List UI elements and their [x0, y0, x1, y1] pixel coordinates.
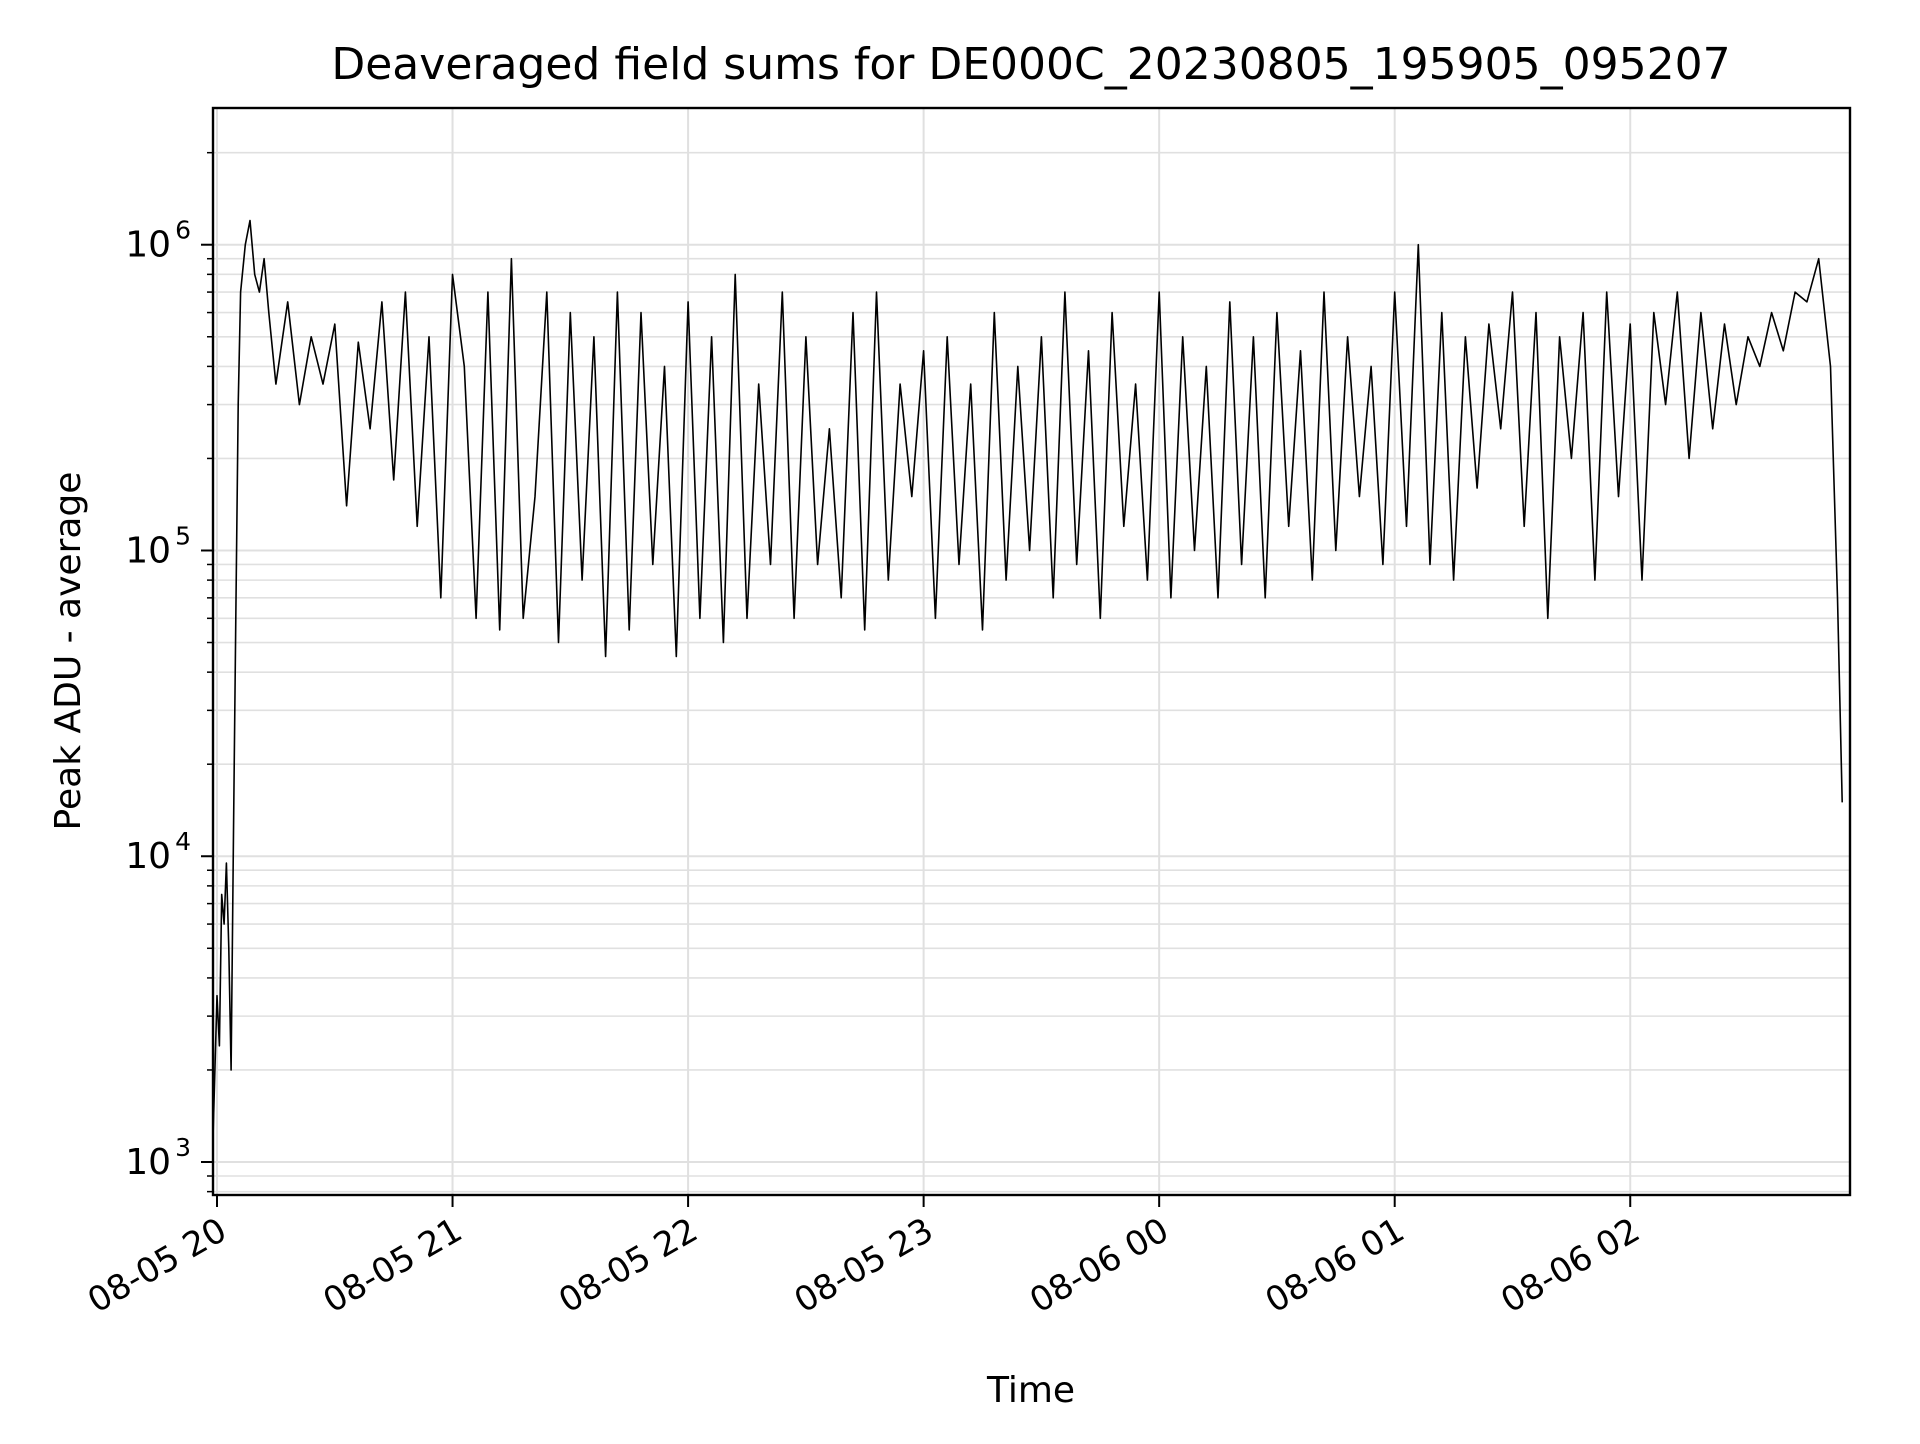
- y-tick-label: 10: [125, 225, 171, 266]
- grid-layer: [213, 108, 1850, 1195]
- y-tick-label: 10: [125, 530, 171, 571]
- y-tick-base: 10: [125, 1142, 171, 1183]
- y-tick-exponent: 4: [175, 827, 191, 856]
- x-axis-label: Time: [986, 1370, 1075, 1411]
- y-tick-exponent: 6: [175, 216, 191, 245]
- y-tick-base: 10: [125, 225, 171, 266]
- series-layer: [212, 219, 1843, 1138]
- y-tick-label: 10: [125, 1142, 171, 1183]
- y-tick-base: 10: [125, 530, 171, 571]
- series-line-0: [212, 219, 1843, 1138]
- y-tick-label: 10: [125, 836, 171, 877]
- y-tick-base: 10: [125, 836, 171, 877]
- chart-title: Deaveraged field sums for DE000C_2023080…: [331, 39, 1730, 90]
- y-axis-label: Peak ADU - average: [48, 472, 89, 831]
- y-tick-exponent: 3: [175, 1133, 191, 1162]
- plot-frame: [211, 106, 1852, 1197]
- y-tick-exponent: 5: [175, 521, 191, 550]
